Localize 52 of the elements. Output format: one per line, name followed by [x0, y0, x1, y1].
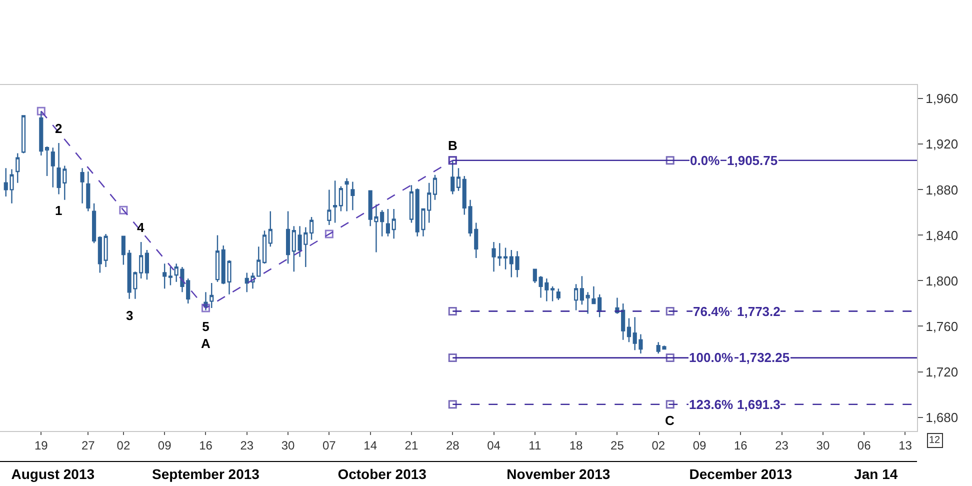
- x2-tick-label: August 2013: [11, 466, 95, 482]
- y-tick-label: 1,880: [926, 182, 958, 198]
- y-tick-label: 1,680: [926, 410, 958, 425]
- annotation: 76.4%: [693, 304, 730, 319]
- y-tick-label: 1,960: [926, 91, 958, 106]
- annotation: 5 A: [201, 319, 211, 351]
- annotation: 1,732.25: [739, 350, 790, 365]
- annotation: 4: [137, 220, 145, 235]
- x-tick-label: 27: [81, 438, 96, 452]
- y-tick-label: 1,760: [926, 318, 958, 334]
- x-tick-label: 09: [692, 438, 707, 452]
- annotation: 1,691.3: [737, 397, 780, 412]
- x-tick-label: 07: [322, 438, 336, 452]
- x-tick-label: 02: [116, 438, 130, 452]
- annotation: 0.0%: [690, 153, 720, 168]
- x-tick-label: 02: [652, 438, 666, 452]
- x-tick-label: 23: [240, 438, 254, 452]
- annotation: 1: [55, 203, 62, 218]
- annotation: 3: [126, 308, 134, 323]
- x-tick-label: 13: [898, 438, 912, 452]
- x-tick-label: 25: [610, 438, 624, 452]
- y-tick-label: 1,720: [926, 364, 958, 380]
- x-tick-label: 06: [857, 438, 872, 452]
- x-tick-label: 30: [816, 438, 830, 452]
- x-tick-label: 04: [487, 438, 501, 452]
- y-tick-label: 1,840: [926, 228, 958, 243]
- x-tick-label: 09: [158, 438, 172, 452]
- annotation: B: [448, 138, 458, 153]
- x-tick-label: 18: [569, 438, 584, 452]
- x-tick-label: 19: [34, 438, 48, 452]
- y-tick-label: 1,800: [926, 273, 958, 288]
- annotation: 1,773.2: [737, 304, 780, 319]
- annotation: 1,905.75: [727, 153, 778, 168]
- x2-tick-label: October 2013: [338, 466, 427, 482]
- x-tick-label: 21: [404, 438, 418, 452]
- x2-tick-label: December 2013: [689, 466, 792, 482]
- x-tick-label: 23: [775, 438, 789, 452]
- x-tick-label: 28: [446, 438, 460, 452]
- x2-tick-label: Jan 14: [854, 466, 898, 482]
- y-tick-label: 1,920: [926, 136, 958, 152]
- annotation: C: [665, 413, 675, 428]
- x-tick-label: 30: [281, 438, 296, 452]
- x-tick-label: 14: [364, 438, 378, 452]
- x-tick-label: 16: [734, 438, 748, 452]
- annotation: 100.0%: [689, 350, 734, 365]
- annotation: 2: [55, 121, 62, 136]
- annotation: 123.6%: [689, 397, 734, 412]
- text: 12: [929, 435, 941, 446]
- x-tick-label: 11: [528, 438, 542, 452]
- x2-tick-label: September 2013: [152, 466, 260, 482]
- x2-tick-label: November 2013: [506, 466, 610, 482]
- x-tick-label: 16: [199, 438, 213, 452]
